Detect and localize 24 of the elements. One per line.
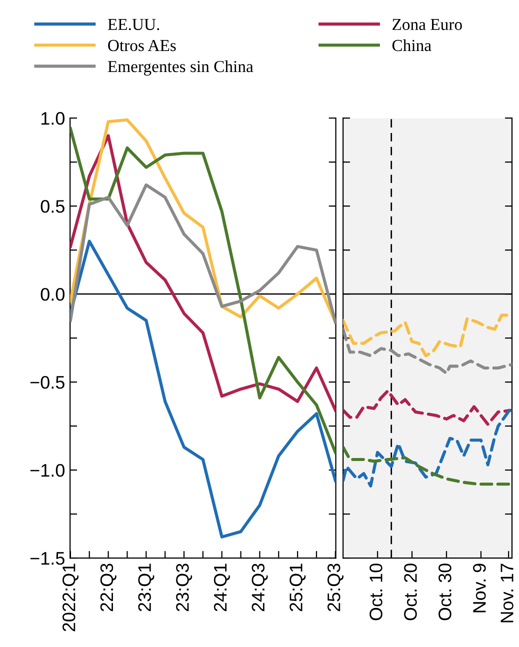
legend-label: EE.UU.: [108, 18, 160, 30]
y-tick-label: −1.0: [30, 464, 64, 477]
legend-label: Otros AEs: [108, 40, 176, 52]
y-tick-label: 1.0: [41, 112, 64, 125]
y-tick-label: −1.5: [30, 552, 64, 565]
x-tick-label: 23:Q1: [138, 564, 154, 612]
x-tick-label: Nov. 9: [473, 564, 486, 612]
y-tick-label: 0.0: [40, 288, 64, 301]
y-tick-label: −0.5: [30, 376, 64, 389]
legend-label: China: [392, 39, 432, 52]
x-tick-label: Oct. 10: [370, 564, 382, 620]
x-tick-label: Oct. 30: [438, 564, 452, 620]
x-tick-label: 24:Q3: [252, 564, 268, 612]
x-tick-label: 25:Q3: [327, 564, 344, 612]
x-tick-label: Nov. 17: [500, 564, 514, 622]
x-tick-label: 24:Q1: [214, 564, 230, 612]
x-tick-label: 22:Q3: [100, 564, 116, 612]
legend-label: Zona Euro: [392, 18, 462, 30]
x-tick-label: Oct. 20: [404, 564, 417, 620]
y-tick-label: 0.5: [40, 200, 64, 213]
x-tick-label: 2022:Q1: [62, 564, 79, 632]
x-tick-label: 23:Q3: [176, 564, 192, 612]
x-tick-label: 25:Q1: [290, 564, 306, 612]
legend-label: Emergentes sin China: [108, 60, 254, 76]
